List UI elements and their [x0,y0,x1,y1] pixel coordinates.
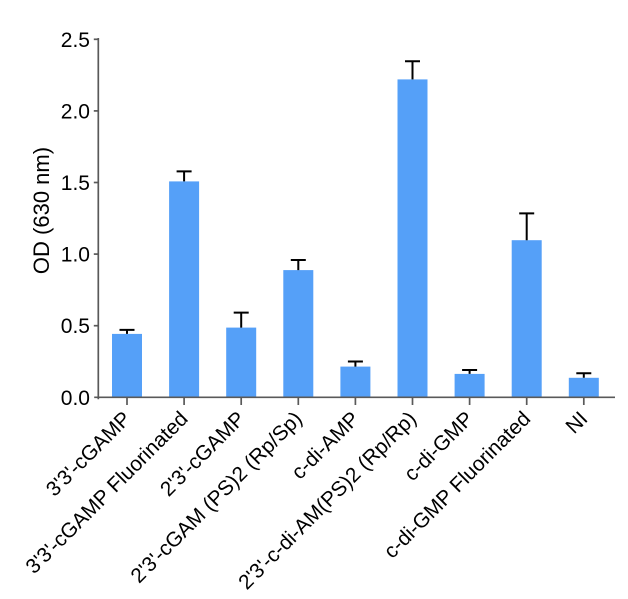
svg-text:1.5: 1.5 [61,172,90,195]
svg-text:0.5: 0.5 [61,315,90,338]
svg-text:2.0: 2.0 [61,100,90,123]
svg-text:1.0: 1.0 [61,244,90,267]
svg-text:0.0: 0.0 [61,387,90,410]
svg-text:2.5: 2.5 [61,29,90,52]
svg-text:OD (630 nm): OD (630 nm) [29,147,54,274]
